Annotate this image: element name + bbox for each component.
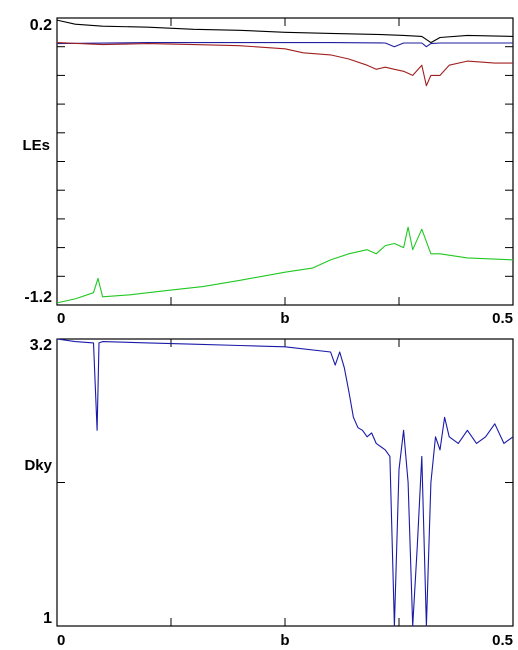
black-lyapunov-line	[56, 19, 514, 44]
bottom-xlabel: b	[280, 632, 289, 649]
bottom-ytick-min: 1	[43, 610, 52, 627]
bottom-xtick-end: 0.5	[492, 632, 513, 649]
green-lyapunov-line	[56, 226, 514, 304]
top-ytick-max: 0.2	[30, 17, 52, 34]
kaplan-yorke-dimension-panel: 3.2 1 Dky 0 b 0.5	[24, 337, 514, 649]
top-xtick-start: 0	[57, 310, 65, 327]
bottom-ytick-max: 3.2	[30, 337, 52, 354]
dky-line	[56, 338, 514, 627]
top-xlabel: b	[280, 310, 289, 327]
top-panel-series	[56, 19, 514, 304]
top-panel-frame	[56, 17, 514, 306]
top-ylabel: LEs	[22, 137, 50, 154]
bottom-panel-ticks	[57, 339, 513, 626]
blue-lyapunov-line	[56, 42, 513, 48]
red-lyapunov-line	[56, 42, 513, 87]
bottom-panel-frame	[56, 338, 514, 627]
bottom-xtick-start: 0	[57, 632, 65, 649]
bottom-panel-series	[56, 338, 514, 627]
top-ytick-min: -1.2	[24, 289, 52, 306]
bottom-ylabel: Dky	[24, 457, 52, 474]
top-xtick-end: 0.5	[492, 310, 513, 327]
lyapunov-exponents-panel: 0.2 -1.2 LEs 0 b 0.5	[22, 17, 514, 327]
top-panel-ticks	[57, 18, 513, 305]
